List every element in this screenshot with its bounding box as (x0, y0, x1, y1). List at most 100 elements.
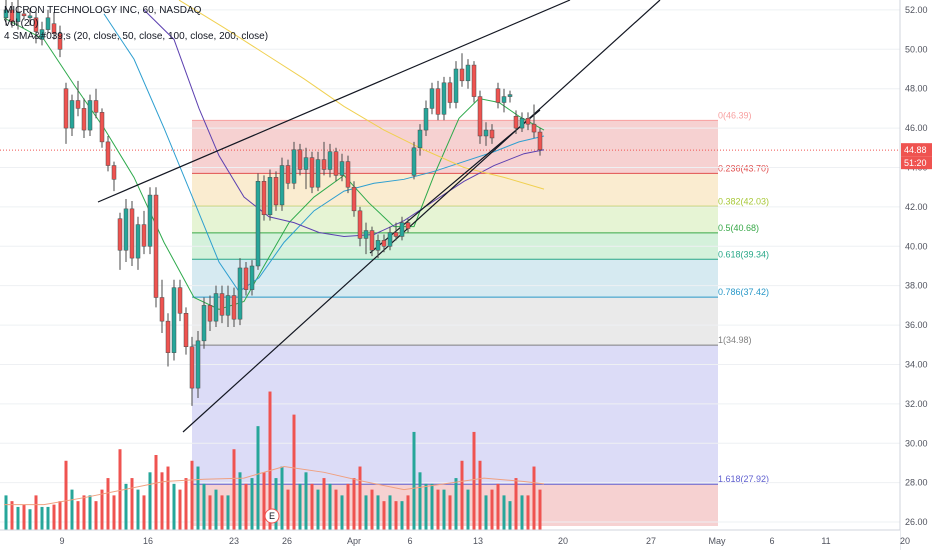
volume-bar (76, 501, 80, 530)
price-tick-label: 50.00 (905, 44, 928, 54)
candle-body (333, 151, 339, 176)
volume-bar (226, 495, 230, 530)
candle-body (57, 33, 63, 50)
volume-bar (394, 501, 398, 530)
volume-bar (340, 495, 344, 530)
volume-bar (10, 501, 14, 530)
volume-bar (412, 431, 416, 530)
volume-indicator-label[interactable]: Vol (20) (4, 18, 39, 29)
upper-trendline[interactable] (97, 0, 571, 203)
candle-body (537, 131, 543, 151)
time-tick-label: 20 (558, 536, 568, 546)
candle-body (465, 64, 471, 82)
last-price-tag[interactable] (901, 143, 932, 157)
candle-body (15, 11, 21, 22)
lower-trendline[interactable] (182, 0, 661, 433)
time-tick-label: 6 (769, 536, 774, 546)
candle-body (219, 293, 225, 316)
candle-body (111, 165, 117, 180)
candle-body (33, 17, 39, 32)
candle-body (237, 267, 243, 320)
fib-zone-1 (192, 173, 718, 207)
earnings-event-label: E (269, 511, 275, 521)
volume-bar (448, 495, 452, 530)
volume-bar (94, 501, 98, 530)
candle-body (207, 305, 213, 322)
candle-body (417, 129, 423, 149)
candle-body (363, 230, 369, 239)
candle-body (477, 96, 483, 137)
candle-body (471, 64, 477, 97)
grid (0, 9, 900, 523)
volume-bar (526, 495, 530, 530)
candle-body (447, 82, 453, 103)
volume-bar (292, 414, 296, 530)
candle-body (3, 9, 9, 19)
volume-bar (22, 504, 26, 530)
candle-body (357, 210, 363, 239)
volume-bar (136, 489, 140, 530)
volume-bar (250, 478, 254, 530)
fib-label-1: 1(34.98) (718, 335, 752, 345)
volume-bar (208, 495, 212, 530)
candle-body (69, 100, 75, 129)
volume-bar (286, 489, 290, 530)
candle-body (231, 295, 237, 320)
volume-bar (256, 426, 260, 530)
volume-bar (316, 489, 320, 530)
candle-body (435, 88, 441, 115)
time-tick-label: 16 (143, 536, 153, 546)
candle-body (513, 116, 519, 129)
earnings-event-marker[interactable] (264, 508, 280, 524)
sma-indicator-label[interactable]: 4 SMA&#039;s (20, close, 50, close, 100,… (4, 31, 269, 42)
volume-bar (202, 483, 206, 530)
volume-bar (406, 495, 410, 530)
volume-ma-line (4, 466, 545, 506)
candle-body (369, 230, 375, 251)
volume-bar (436, 489, 440, 530)
fib-zone-5 (192, 297, 718, 346)
volume-bar (268, 391, 272, 530)
price-tick-label: 42.00 (905, 202, 928, 212)
candle-body (213, 293, 219, 322)
price-axis[interactable]: 26.00 28.00 30.00 32.00 34.00 36.00 38.00 40.00… (899, 0, 932, 550)
volume-bar (4, 495, 8, 530)
volume-bar (274, 478, 278, 530)
volume-bar (370, 489, 374, 530)
sma20-line (3, 17, 545, 310)
countdown-tag (901, 156, 932, 170)
fib-label-0.382: 0.382(42.03) (718, 196, 769, 206)
volume-bar (496, 483, 500, 530)
time-tick-label: 26 (282, 536, 292, 546)
candle-body (297, 149, 303, 170)
volume-bar (334, 489, 338, 530)
candle-body (351, 186, 357, 212)
candle-body (495, 88, 501, 103)
candle-body (309, 157, 315, 188)
time-axis[interactable]: 9 16 23 26 Apr 6 13 20 27 May 6 11 20 (0, 529, 910, 550)
fib-label-0.5: 0.5(40.68) (718, 223, 759, 233)
candle-body (51, 23, 57, 34)
candle-body (519, 117, 525, 129)
candle-body (39, 29, 45, 40)
volume-bar (214, 489, 218, 530)
volume-bar (478, 460, 482, 530)
inner-trendline[interactable] (369, 109, 541, 254)
countdown-label: 51:20 (904, 158, 927, 168)
candle-body (429, 88, 435, 109)
volume-bar (460, 460, 464, 530)
candle-body (87, 100, 93, 131)
candle-body (399, 222, 405, 237)
volume-bar (442, 489, 446, 530)
volume-bar (244, 483, 248, 530)
volume-bar (196, 466, 200, 530)
trend-lines[interactable] (97, 0, 661, 433)
candle-body (531, 123, 537, 133)
candle-body (315, 159, 321, 188)
time-tick-label: 20 (900, 536, 910, 546)
symbol-title[interactable]: MICRON TECHNOLOGY INC, 60, NASDAQ (4, 5, 202, 16)
volume-bar (304, 472, 308, 530)
volume-bar (502, 495, 506, 530)
volume-bar (430, 483, 434, 530)
price-tick-label: 32.00 (905, 399, 928, 409)
